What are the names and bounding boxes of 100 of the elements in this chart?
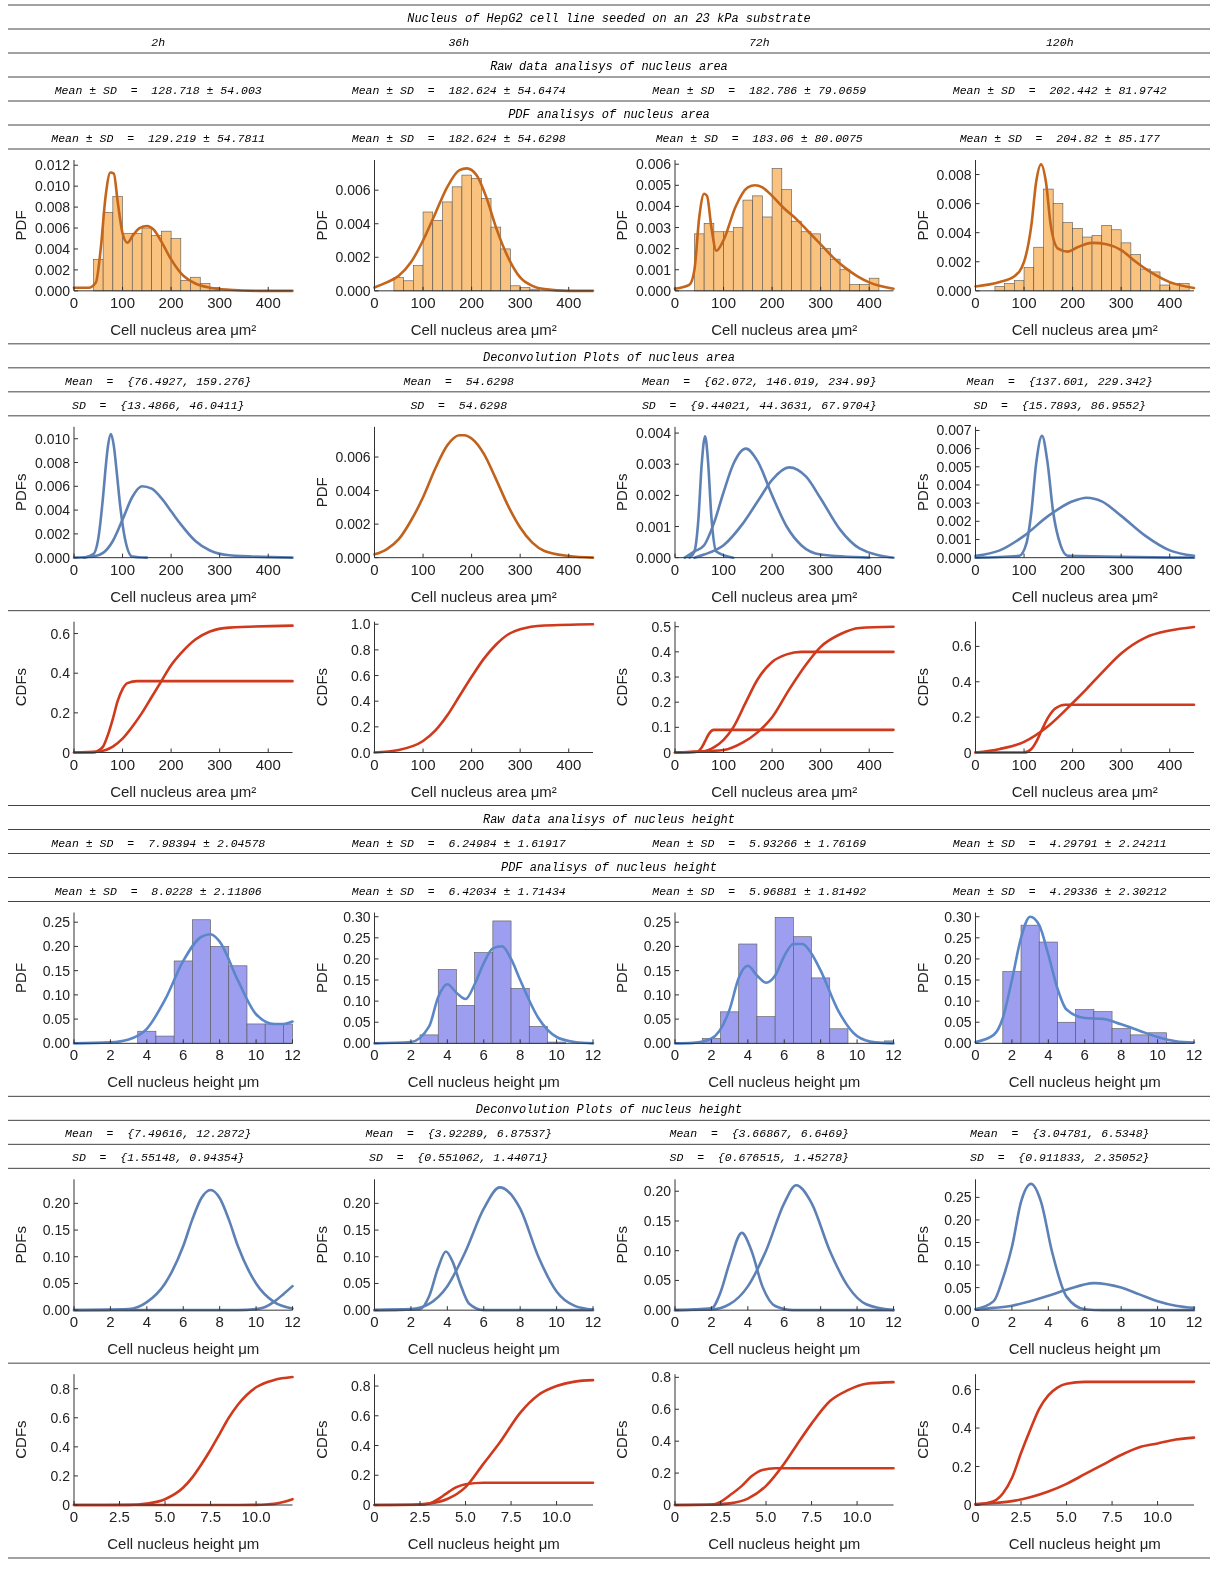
y-tick-label: 0 [62,1497,71,1513]
text: SD = {15.7893, 86.9552} [973,398,1147,412]
x-tick-label: 200 [759,293,785,311]
x-tick-label: 2 [406,1313,416,1331]
x-tick-label: 10 [848,1046,866,1064]
text: SD = {0.551062, 1.44071} [369,1151,549,1165]
x-tick-label: 10 [548,1046,565,1064]
y-tick-label: 0 [663,744,672,761]
x-axis-title: Cell nucleus area μm² [110,320,257,338]
x-tick-label: 100 [711,560,737,578]
x-axis-title: Cell nucleus height μm [1008,1073,1161,1091]
y-axis-title: CDFs [913,1420,931,1459]
y-tick-label: 0.25 [42,914,71,931]
y-tick-label: 0 [963,744,972,761]
x-tick-label: 7.5 [1101,1508,1123,1525]
x-tick-label: 10 [848,1313,866,1331]
y-tick-label: 0.15 [944,972,972,989]
x-axis-title: Cell nucleus height μm [107,1340,260,1358]
x-tick-label: 12 [885,1313,902,1331]
x-tick-label: 6 [780,1046,789,1064]
y-axis-title: PDF [312,962,330,993]
y-tick-label: 0.05 [643,1272,672,1289]
x-axis-title: Cell nucleus area μm² [410,587,557,605]
y-axis-title: PDFs [913,1226,931,1264]
y-tick-label: 0.006 [936,195,972,212]
y-tick-label: 0.20 [643,938,672,955]
x-tick-label: 200 [1060,755,1086,773]
text: Mean = {7.49616, 12.2872} [65,1127,252,1141]
y-tick-label: 0.15 [343,972,371,989]
text: Mean = 54.6298 [403,374,515,388]
x-tick-label: 2.5 [109,1508,130,1525]
x-axis-title: Cell nucleus area μm² [110,782,257,800]
text: Mean ± SD = 4.29791 ± 2.24211 [952,836,1167,850]
text: Raw data analisys of nucleus height [482,812,736,827]
y-tick-label: 0 [963,1497,972,1513]
y-tick-label: 0.10 [42,986,71,1003]
text: Mean ± SD = 182.624 ± 54.6298 [351,132,566,145]
y-tick-label: 0.002 [34,525,71,542]
y-tick-label: 0.30 [343,908,371,925]
y-tick-label: 0.010 [34,178,71,195]
y-tick-label: 0.6 [351,667,371,684]
x-tick-label: 2 [707,1046,716,1064]
y-tick-label: 0.15 [643,962,672,979]
text: Raw data analisys of nucleus area [490,60,728,74]
x-tick-label: 10 [1149,1046,1166,1064]
y-tick-label: 0.2 [651,694,672,711]
x-tick-label: 12 [1185,1046,1203,1064]
y-tick-label: 0.007 [936,422,972,439]
text: Mean ± SD = 6.42034 ± 1.71434 [351,884,566,898]
y-tick-label: 0.00 [944,1302,972,1319]
y-tick-label: 0.2 [651,1465,672,1482]
text: Mean = {137.601, 229.342} [966,374,1153,388]
y-axis-title: PDF [12,210,29,241]
x-tick-label: 7.5 [500,1508,522,1525]
y-axis-title: PDFs [913,473,931,511]
y-tick-label: 0.30 [944,908,972,925]
x-tick-label: 400 [856,755,882,773]
x-tick-label: 100 [711,293,737,311]
y-tick-label: 0.10 [42,1248,71,1265]
x-tick-label: 8 [1116,1046,1126,1064]
x-tick-label: 6 [479,1313,488,1331]
y-tick-label: 0.00 [343,1035,371,1052]
y-tick-label: 0.20 [42,1195,71,1212]
y-tick-label: 0.6 [952,1381,972,1398]
y-tick-label: 0.20 [944,1211,972,1228]
x-tick-label: 2 [707,1313,716,1331]
x-tick-label: 100 [410,755,436,773]
x-tick-label: 12 [584,1313,602,1331]
x-axis-title: Cell nucleus height μm [407,1340,560,1358]
y-tick-label: 0.05 [944,1014,972,1031]
x-tick-label: 100 [110,560,136,578]
x-tick-label: 2 [106,1313,115,1331]
y-tick-label: 0.15 [944,1234,972,1251]
x-axis-title: Cell nucleus height μm [1008,1535,1161,1552]
y-tick-label: 0.004 [936,476,972,493]
x-tick-label: 4 [443,1046,452,1064]
y-tick-label: 0.004 [635,198,672,215]
x-tick-label: 4 [743,1313,753,1331]
y-tick-label: 0.2 [351,718,371,735]
y-tick-label: 0.000 [936,549,972,566]
y-tick-label: 0.6 [50,625,71,642]
text: 72h [748,36,770,49]
x-tick-label: 300 [1108,755,1134,773]
y-tick-label: 0.002 [936,513,972,530]
y-tick-label: 0.6 [952,638,972,655]
text: SD = {0.911833, 2.35052} [970,1151,1150,1165]
x-tick-label: 8 [816,1313,825,1331]
x-tick-label: 400 [255,755,281,773]
x-tick-label: 300 [207,293,233,311]
y-tick-label: 0.00 [42,1302,71,1319]
y-tick-label: 0.001 [936,531,972,548]
y-tick-label: 0.10 [343,993,371,1010]
y-tick-label: 0.6 [651,1401,672,1418]
text: Mean = {3.04781, 6.5348} [970,1127,1150,1141]
x-tick-label: 4 [743,1046,753,1064]
y-tick-label: 0.6 [50,1409,71,1426]
text: 2h [151,36,166,49]
text: 120h [1045,36,1074,49]
x-tick-label: 300 [207,755,233,773]
x-tick-label: 6 [1080,1046,1089,1064]
